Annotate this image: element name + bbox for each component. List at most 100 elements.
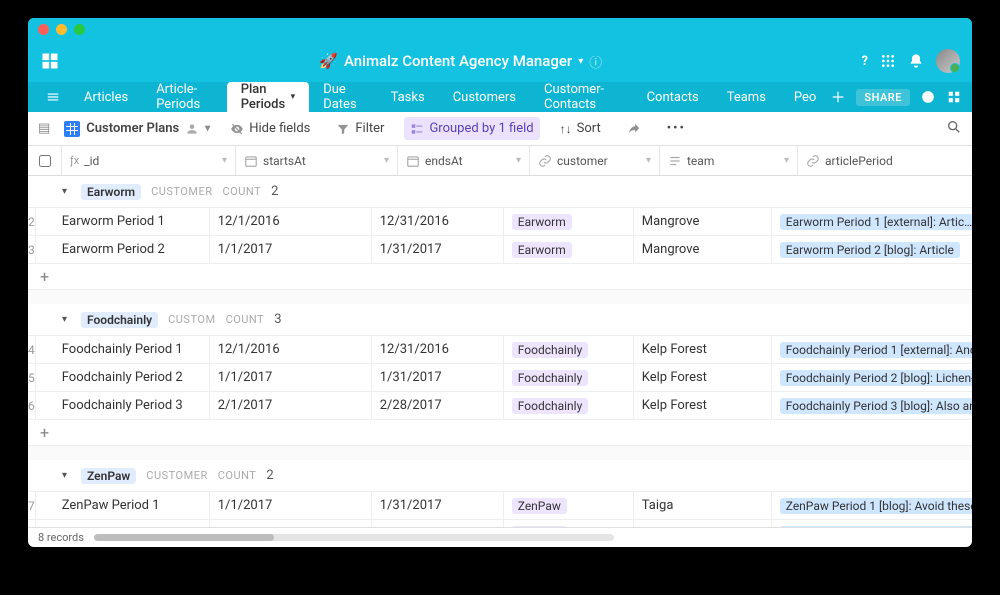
- row-number[interactable]: 7: [28, 492, 36, 519]
- article-period-pill[interactable]: Earworm Period 2 [blog]: Article: [780, 242, 960, 258]
- help-icon[interactable]: ?: [862, 54, 868, 69]
- column-header-startsat[interactable]: startsAt▾: [236, 146, 398, 175]
- cell-startsat[interactable]: 2/1/2017: [210, 392, 372, 419]
- views-sidebar-toggle[interactable]: ▤: [38, 121, 50, 136]
- cell-team[interactable]: Kelp Forest: [634, 336, 772, 363]
- cell-id[interactable]: Earworm Period 1: [36, 208, 210, 235]
- cell-articleperiod[interactable]: Earworm Period 2 [blog]: Article: [772, 236, 972, 263]
- title-chevron-icon[interactable]: ▾: [578, 56, 583, 67]
- table-row[interactable]: 2Earworm Period 112/1/201612/31/2016 Earw…: [28, 208, 972, 236]
- add-row-button[interactable]: +: [28, 420, 972, 446]
- sort-button[interactable]: ↑↓ Sort: [554, 117, 607, 140]
- group-header[interactable]: ▾ZenPawCUSTOMERCOUNT2: [28, 460, 972, 492]
- tab-contacts[interactable]: Contacts: [633, 82, 713, 112]
- row-number[interactable]: 3: [28, 236, 36, 263]
- minimize-window-button[interactable]: [56, 24, 67, 35]
- more-button[interactable]: •••: [661, 117, 692, 140]
- cell-team[interactable]: Taiga: [634, 492, 772, 519]
- cell-endsat[interactable]: 12/31/2016: [372, 336, 504, 363]
- row-number[interactable]: 6: [28, 392, 36, 419]
- close-window-button[interactable]: [38, 24, 49, 35]
- cell-endsat[interactable]: 1/31/2017: [372, 236, 504, 263]
- share-button[interactable]: SHARE: [856, 89, 910, 106]
- add-row-button[interactable]: +: [28, 264, 972, 290]
- blocks-icon[interactable]: [946, 89, 962, 105]
- tab-article-periods[interactable]: Article-Periods: [142, 82, 227, 112]
- table-row[interactable]: 4Foodchainly Period 112/1/201612/31/2016…: [28, 336, 972, 364]
- article-period-pill[interactable]: Earworm Period 1 [external]: Article 3: [780, 214, 972, 230]
- cell-id[interactable]: ZenPaw Period 2: [36, 520, 210, 527]
- table-row[interactable]: 7ZenPaw Period 11/1/20171/31/2017ZenPawT…: [28, 492, 972, 520]
- tab-customer-contacts[interactable]: Customer-Contacts: [530, 82, 633, 112]
- cell-startsat[interactable]: 2/1/2017: [210, 520, 372, 527]
- row-number[interactable]: 8: [28, 520, 36, 527]
- table-row[interactable]: 6Foodchainly Period 32/1/20172/28/2017Fo…: [28, 392, 972, 420]
- column-header-articleperiod[interactable]: articlePeriod: [798, 146, 972, 175]
- app-title[interactable]: Animalz Content Agency Manager: [344, 52, 572, 70]
- horizontal-scrollbar[interactable]: [94, 534, 614, 541]
- tab-customers[interactable]: Customers: [439, 82, 530, 112]
- cell-endsat[interactable]: 2/28/2017: [372, 520, 504, 527]
- data-grid[interactable]: ƒx_id▾ startsAt▾ endsAt▾ customer▾ team▾…: [28, 146, 972, 527]
- customer-pill[interactable]: ZenPaw: [512, 526, 567, 528]
- share-view-button[interactable]: [621, 118, 647, 140]
- hide-fields-button[interactable]: Hide fields: [224, 117, 316, 140]
- group-header[interactable]: ▾EarwormCUSTOMERCOUNT2: [28, 176, 972, 208]
- cell-endsat[interactable]: 1/31/2017: [372, 364, 504, 391]
- cell-articleperiod[interactable]: Foodchainly Period 1 [external]: Another…: [772, 336, 972, 363]
- article-period-pill[interactable]: Foodchainly Period 3 [blog]: Also an art…: [780, 398, 972, 414]
- article-period-pill[interactable]: Foodchainly Period 1 [external]: Another…: [780, 342, 972, 358]
- customer-pill[interactable]: Foodchainly: [512, 370, 589, 386]
- row-number[interactable]: 2: [28, 208, 36, 235]
- table-row[interactable]: 8ZenPaw Period 22/1/20172/28/2017 ZenPaw T…: [28, 520, 972, 527]
- select-all-checkbox[interactable]: [28, 146, 62, 175]
- cell-id[interactable]: Earworm Period 2: [36, 236, 210, 263]
- column-header-endsat[interactable]: endsAt▾: [398, 146, 530, 175]
- cell-customer[interactable]: Earworm: [504, 208, 634, 235]
- tab-teams[interactable]: Teams: [713, 82, 780, 112]
- cell-articleperiod[interactable]: Earworm Period 1 [external]: Article 3Ea: [772, 208, 972, 235]
- cell-team[interactable]: Kelp Forest: [634, 364, 772, 391]
- cell-id[interactable]: Foodchainly Period 1: [36, 336, 210, 363]
- cell-team[interactable]: Taiga: [634, 520, 772, 527]
- cell-customer[interactable]: ZenPaw: [504, 492, 634, 519]
- tab-tasks[interactable]: Tasks: [377, 82, 439, 112]
- cell-customer[interactable]: ZenPaw: [504, 520, 634, 527]
- tab-articles[interactable]: Articles: [70, 82, 142, 112]
- notifications-icon[interactable]: [908, 53, 924, 69]
- cell-articleperiod[interactable]: ZenPaw Period 2 [external]: All about SE…: [772, 520, 972, 527]
- user-avatar[interactable]: [936, 49, 960, 73]
- info-icon[interactable]: ⓘ: [589, 52, 602, 71]
- cell-endsat[interactable]: 12/31/2016: [372, 208, 504, 235]
- cell-endsat[interactable]: 2/28/2017: [372, 392, 504, 419]
- article-period-pill[interactable]: Foodchainly Period 2 [blog]: Lichen-base…: [780, 370, 972, 386]
- group-header[interactable]: ▾FoodchainlyCUSTOMCOUNT3: [28, 304, 972, 336]
- article-period-pill[interactable]: ZenPaw Period 1 [blog]: Avoid these trap…: [780, 498, 972, 514]
- tab-peo[interactable]: Peo: [780, 82, 830, 112]
- tab-plan-periods[interactable]: Plan Periods▾: [227, 82, 310, 112]
- cell-startsat[interactable]: 1/1/2017: [210, 236, 372, 263]
- cell-articleperiod[interactable]: Foodchainly Period 3 [blog]: Also an art…: [772, 392, 972, 419]
- column-header-team[interactable]: team▾: [660, 146, 798, 175]
- cell-customer[interactable]: Foodchainly: [504, 336, 634, 363]
- cell-startsat[interactable]: 1/1/2017: [210, 492, 372, 519]
- group-button[interactable]: Grouped by 1 field: [404, 117, 539, 140]
- cell-team[interactable]: Mangrove: [634, 208, 772, 235]
- maximize-window-button[interactable]: [74, 24, 85, 35]
- tables-menu-button[interactable]: [36, 82, 70, 112]
- customer-pill[interactable]: Earworm: [512, 214, 572, 230]
- cell-articleperiod[interactable]: ZenPaw Period 1 [blog]: Avoid these trap…: [772, 492, 972, 519]
- cell-startsat[interactable]: 12/1/2016: [210, 208, 372, 235]
- cell-startsat[interactable]: 12/1/2016: [210, 336, 372, 363]
- row-number[interactable]: 4: [28, 336, 36, 363]
- view-switcher[interactable]: Customer Plans ▾: [64, 121, 210, 137]
- cell-id[interactable]: Foodchainly Period 2: [36, 364, 210, 391]
- cell-customer[interactable]: Earworm: [504, 236, 634, 263]
- filter-button[interactable]: Filter: [330, 117, 390, 140]
- column-header-customer[interactable]: customer▾: [530, 146, 660, 175]
- history-icon[interactable]: [920, 89, 936, 105]
- cell-id[interactable]: ZenPaw Period 1: [36, 492, 210, 519]
- customer-pill[interactable]: Earworm: [512, 242, 572, 258]
- column-header-id[interactable]: ƒx_id▾: [62, 146, 236, 175]
- customer-pill[interactable]: ZenPaw: [512, 498, 567, 514]
